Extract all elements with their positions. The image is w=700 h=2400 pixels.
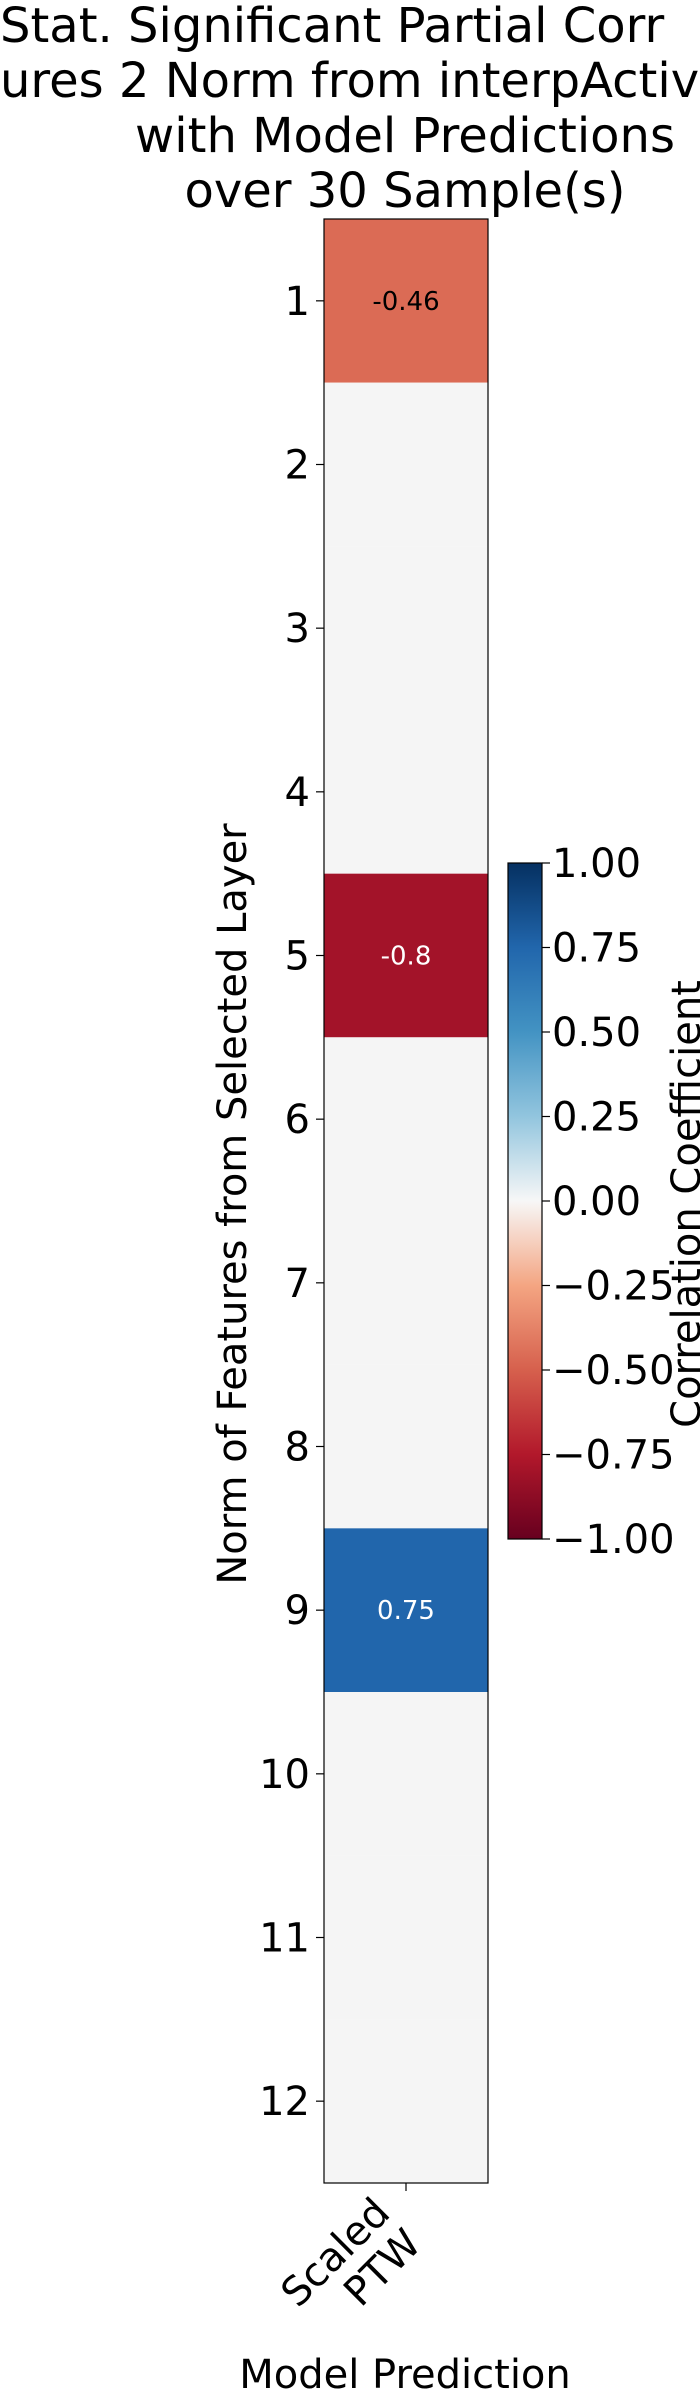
heatmap-cells	[324, 219, 488, 2183]
y-tick-label: 1	[285, 279, 310, 325]
heatmap-cell-label: 0.75	[377, 1596, 435, 1626]
y-tick-label: 2	[285, 443, 310, 489]
chart-title-line: Stat. Significant Partial Corr	[0, 0, 664, 54]
y-tick-label: 7	[285, 1261, 310, 1307]
heatmap-cell	[324, 1364, 488, 1529]
chart-title: Stat. Significant Partial Corr ures 2 No…	[0, 0, 699, 219]
colorbar-tick-label: −1.00	[552, 1517, 675, 1563]
colorbar-tick-label: 0.50	[552, 1010, 641, 1056]
heatmap-cell	[324, 710, 488, 874]
colorbar-tick-label: 0.75	[552, 926, 641, 972]
colorbar-tick-label: 0.00	[552, 1179, 641, 1225]
colorbar: 1.00 0.75 0.50 0.25 0.00 −0.25 −0.50 −0.75 −1.00…	[507, 841, 700, 1563]
heatmap-cell-label: -0.8	[381, 942, 432, 972]
chart-title-line: over 30 Sample(s)	[184, 163, 625, 219]
y-tick-label: 9	[285, 1588, 310, 1634]
heatmap-cell	[324, 2019, 488, 2183]
heatmap-cell	[324, 1855, 488, 2020]
y-tick-label: 5	[285, 934, 310, 980]
cell-labels: -0.46 -0.8 0.75	[372, 287, 439, 1626]
colorbar-tick-label: −0.25	[552, 1264, 675, 1310]
y-tick-label: 12	[259, 2079, 310, 2125]
colorbar-gradient	[507, 862, 543, 1540]
y-axis-label: Norm of Features from Selected Layer	[210, 823, 256, 1585]
x-axis-label: Model Prediction	[239, 2352, 571, 2398]
heatmap-cell	[324, 1692, 488, 1856]
chart-title-line: with Model Predictions	[135, 108, 675, 164]
x-tick-label: Scaled PTW	[272, 2190, 430, 2317]
heatmap-cell	[324, 546, 488, 710]
colorbar-ticks: 1.00 0.75 0.50 0.25 0.00 −0.25 −0.50 −0.75 −1.00	[542, 841, 675, 1563]
heatmap-cell	[324, 873, 488, 1038]
colorbar-tick-label: −0.75	[552, 1433, 675, 1479]
colorbar-tick-label: 1.00	[552, 841, 641, 887]
chart-title-line: ures 2 Norm from interpActiv	[0, 53, 699, 109]
heatmap-cell-label: -0.46	[372, 287, 439, 317]
colorbar-label: Correlation Coefficient	[664, 980, 700, 1428]
y-tick-label: 8	[285, 1425, 310, 1471]
y-tick-label: 6	[285, 1097, 310, 1143]
heatmap-cell	[324, 1528, 488, 1692]
heatmap-cell	[324, 219, 488, 383]
colorbar-tick-label: −0.50	[552, 1348, 675, 1394]
colorbar-tick-label: 0.25	[552, 1095, 641, 1141]
heatmap-cell	[324, 382, 488, 547]
heatmap-cell	[324, 1037, 488, 1201]
y-tick-label: 11	[259, 1916, 310, 1962]
heatmap-cell	[324, 1201, 488, 1365]
y-tick-label: 10	[259, 1752, 310, 1798]
y-tick-label: 4	[285, 770, 310, 816]
y-tick-label: 3	[285, 606, 310, 652]
